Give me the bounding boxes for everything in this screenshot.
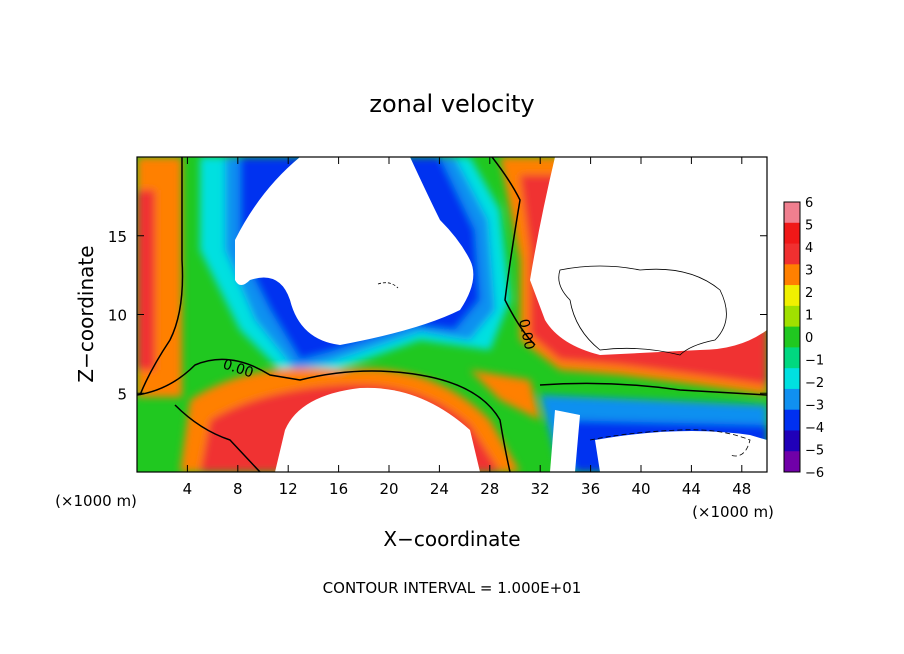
colorbar-swatch (784, 409, 800, 431)
heatmap-field (137, 157, 767, 472)
y-tick-label: 10 (108, 307, 127, 325)
colorbar-tick-label: −4 (805, 421, 824, 436)
x-tick-label: 20 (379, 480, 398, 498)
colorbar-swatch (784, 347, 800, 369)
colorbar-tick-label: 0 (805, 331, 813, 346)
colorbar-tick-label: −2 (805, 376, 824, 391)
colorbar-swatch (784, 285, 800, 307)
colorbar-tick-label: −1 (805, 354, 824, 369)
colorbar-tick-label: 1 (805, 309, 813, 324)
x-axis-ticks: 4 8 12 16 20 24 28 32 36 40 44 48 (183, 157, 751, 498)
x-tick-label: 8 (233, 480, 243, 498)
y-axis-ticks: 5 10 15 (108, 228, 767, 403)
colorbar-swatch (784, 388, 800, 411)
x-tick-label: 12 (279, 480, 298, 498)
colorbar-swatch (784, 305, 800, 328)
x-tick-label: 36 (581, 480, 600, 498)
y-tick-label: 15 (108, 228, 127, 246)
x-tick-label: 28 (480, 480, 499, 498)
contour-label: 0.00 (515, 318, 537, 352)
contour-interval-footnote: CONTOUR INTERVAL = 1.000E+01 (323, 579, 582, 597)
chart-title: zonal velocity (369, 90, 534, 118)
x-unit-right: (×1000 m) (692, 503, 774, 521)
x-tick-label: 32 (531, 480, 550, 498)
colorbar-tick-label: 2 (805, 286, 813, 301)
x-tick-label: 48 (732, 480, 751, 498)
colorbar-frame (783, 201, 801, 473)
colorbar-swatch (784, 222, 800, 245)
x-tick-label: 4 (183, 480, 193, 498)
x-unit-left: (×1000 m) (55, 492, 137, 510)
colorbar-swatch (784, 451, 800, 473)
colorbar-tick-label: 5 (805, 219, 813, 234)
x-axis-label: X−coordinate (383, 527, 520, 551)
x-tick-label: 44 (682, 480, 701, 498)
colorbar-swatch (784, 368, 800, 390)
y-axis-label: Z−coordinate (74, 245, 98, 382)
colorbar-swatch (784, 202, 800, 224)
colorbar-tick-label: 3 (805, 264, 813, 279)
colorbar-swatch (784, 264, 800, 286)
x-tick-label: 16 (329, 480, 348, 498)
colorbar-swatch (784, 326, 800, 348)
y-tick-label: 5 (117, 385, 127, 403)
colorbar-swatch (784, 430, 800, 452)
colorbar-tick-label: −3 (805, 399, 824, 414)
colorbar-tick-label: 6 (805, 196, 813, 211)
colorbar-swatch (784, 243, 800, 265)
colorbar: 6 5 4 3 2 1 0 −1 −2 −3 −4 −5 −6 (783, 196, 824, 481)
colorbar-tick-label: −5 (805, 444, 824, 459)
colorbar-tick-label: −6 (805, 466, 824, 481)
colorbar-tick-label: 4 (805, 241, 813, 256)
x-tick-label: 40 (631, 480, 650, 498)
x-tick-label: 24 (430, 480, 449, 498)
